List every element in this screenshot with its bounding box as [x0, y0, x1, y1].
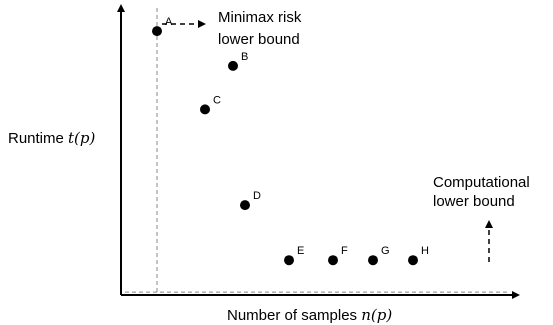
- minimax-annotation-line2: lower bound: [218, 31, 300, 48]
- computational-annotation-line1: Computational: [433, 174, 530, 191]
- point-label-c: C: [213, 94, 221, 106]
- point-f: [328, 255, 338, 266]
- point-label-h: H: [421, 245, 429, 257]
- point-b: [228, 60, 238, 71]
- point-h: [408, 255, 418, 266]
- point-label-g: G: [381, 245, 390, 257]
- point-g: [368, 255, 378, 266]
- point-label-f: F: [341, 245, 348, 257]
- point-label-d: D: [253, 190, 261, 202]
- point-label-b: B: [241, 51, 248, 63]
- point-d: [240, 200, 250, 211]
- x-axis-label: Number of samples n(p): [227, 306, 392, 324]
- point-label-a: A: [165, 16, 173, 28]
- minimax-annotation-line1: Minimax risk: [218, 9, 302, 26]
- point-a: [152, 26, 162, 37]
- points-layer: A B C D E F G H: [152, 16, 429, 266]
- y-axis-label: Runtime t(p): [8, 129, 96, 147]
- point-label-e: E: [297, 245, 304, 257]
- point-e: [284, 255, 294, 266]
- point-c: [200, 104, 210, 115]
- computational-annotation-line2: lower bound: [433, 193, 515, 210]
